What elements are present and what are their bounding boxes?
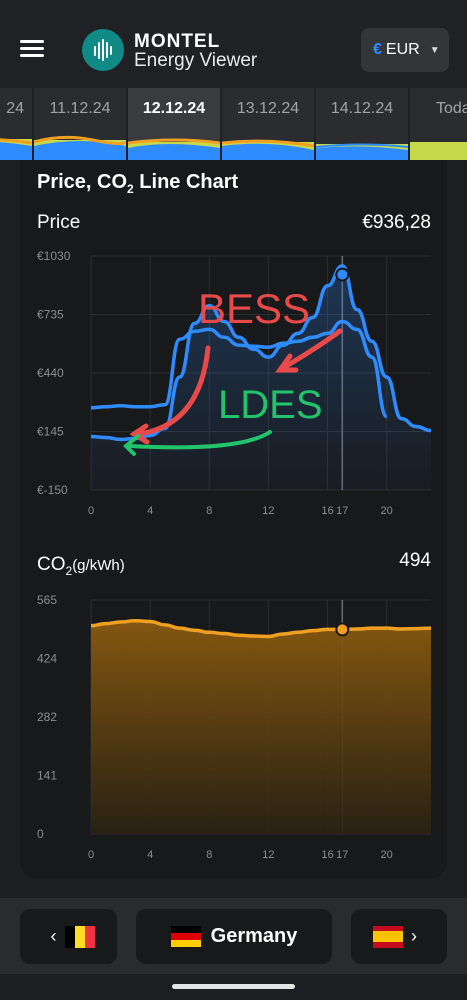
app-header: MONTEL Energy Viewer € EUR ▼ bbox=[0, 0, 467, 88]
co2-label: CO2(g/kWh) bbox=[37, 554, 125, 578]
belgium-flag-icon bbox=[64, 925, 95, 948]
date-tab[interactable]: Toda bbox=[410, 88, 467, 160]
x-tick-label: 20 bbox=[381, 849, 393, 861]
x-tick-label: 0 bbox=[88, 849, 94, 861]
hamburger-menu-icon[interactable] bbox=[20, 40, 44, 58]
country-name: Germany bbox=[210, 925, 298, 947]
price-band-preview bbox=[34, 135, 126, 160]
x-tick-label: 16 bbox=[321, 505, 333, 517]
ldes-annotation: LDES bbox=[218, 383, 323, 427]
next-country-button[interactable]: › bbox=[351, 909, 447, 964]
y-tick-label: 0 bbox=[37, 827, 44, 841]
price-value: €936,28 bbox=[362, 212, 431, 233]
currency-label: EUR bbox=[385, 41, 420, 58]
x-tick-label: 4 bbox=[147, 505, 153, 517]
y-tick-label: 565 bbox=[37, 593, 57, 607]
home-indicator bbox=[172, 984, 295, 989]
spain-flag-icon bbox=[373, 925, 403, 948]
annotation-arrows bbox=[123, 328, 343, 456]
bess-annotation: BESS bbox=[198, 285, 310, 332]
x-tick-label: 17 bbox=[336, 505, 348, 517]
montel-logo-icon bbox=[82, 29, 124, 71]
x-tick-label: 20 bbox=[381, 505, 393, 517]
series-line bbox=[90, 618, 432, 639]
date-tab[interactable]: 13.12.24 bbox=[222, 88, 316, 160]
date-tab[interactable]: 11.12.24 bbox=[34, 88, 128, 160]
price-band-preview bbox=[410, 142, 467, 160]
country-navigation: ‹ Germany › bbox=[0, 898, 467, 974]
germany-flag-icon bbox=[170, 925, 201, 948]
y-tick-label: €145 bbox=[37, 425, 64, 439]
price-label: Price bbox=[37, 212, 81, 233]
y-tick-label: €1030 bbox=[37, 249, 71, 263]
caret-down-icon: ▼ bbox=[429, 44, 440, 56]
area-fill bbox=[91, 620, 431, 834]
co2-value: 494 bbox=[399, 550, 431, 571]
co2-area-chart[interactable]: 0 4 8 12 16 17 20 565 424 282 141 0 bbox=[20, 590, 447, 870]
price-band-preview bbox=[0, 138, 32, 160]
chevron-right-icon: › bbox=[411, 926, 417, 946]
price-band-preview bbox=[222, 139, 314, 160]
series-line bbox=[90, 264, 432, 442]
x-tick-label: 4 bbox=[147, 849, 153, 861]
y-tick-label: 141 bbox=[37, 769, 57, 783]
current-country-button[interactable]: Germany bbox=[136, 909, 332, 964]
y-tick-label: 282 bbox=[37, 710, 57, 724]
x-tick-label: 0 bbox=[88, 505, 94, 517]
date-tab[interactable]: 14.12.24 bbox=[316, 88, 410, 160]
brand-name: MONTEL bbox=[134, 31, 221, 52]
euro-icon: € bbox=[373, 41, 382, 58]
y-tick-label: €735 bbox=[37, 308, 64, 322]
y-tick-label: €-150 bbox=[37, 483, 68, 497]
x-tick-label: 12 bbox=[262, 849, 274, 861]
date-tab-active[interactable]: 12.12.24 bbox=[128, 88, 222, 160]
card-title: Price, CO2 Line Chart bbox=[37, 171, 239, 196]
highlight-point bbox=[335, 622, 350, 637]
highlight-point bbox=[335, 267, 350, 282]
date-selector-strip: 24 11.12.24 12.12.24 13.12.24 14.12.24 T… bbox=[0, 88, 467, 160]
price-band-preview bbox=[316, 143, 408, 160]
currency-selector[interactable]: € EUR ▼ bbox=[361, 28, 449, 72]
x-tick-label: 12 bbox=[262, 505, 274, 517]
series-line bbox=[90, 319, 389, 419]
price-line-chart[interactable]: BESS LDES 0 4 8 12 16 17 20 €1030 €735 €440 €145 €-… bbox=[20, 246, 447, 526]
x-tick-label: 17 bbox=[336, 849, 348, 861]
x-tick-label: 8 bbox=[206, 849, 212, 861]
x-tick-label: 8 bbox=[206, 505, 212, 517]
chevron-left-icon: ‹ bbox=[50, 926, 57, 946]
y-tick-label: €440 bbox=[37, 366, 64, 380]
previous-country-button[interactable]: ‹ bbox=[20, 909, 117, 964]
brand-product: Energy Viewer bbox=[134, 50, 258, 71]
price-band-preview bbox=[128, 138, 220, 160]
y-tick-label: 424 bbox=[37, 652, 57, 666]
chart-card: Price, CO2 Line Chart Price €936,28 BESS… bbox=[20, 160, 447, 878]
x-tick-label: 16 bbox=[321, 849, 333, 861]
date-tab[interactable]: 24 bbox=[0, 88, 34, 160]
